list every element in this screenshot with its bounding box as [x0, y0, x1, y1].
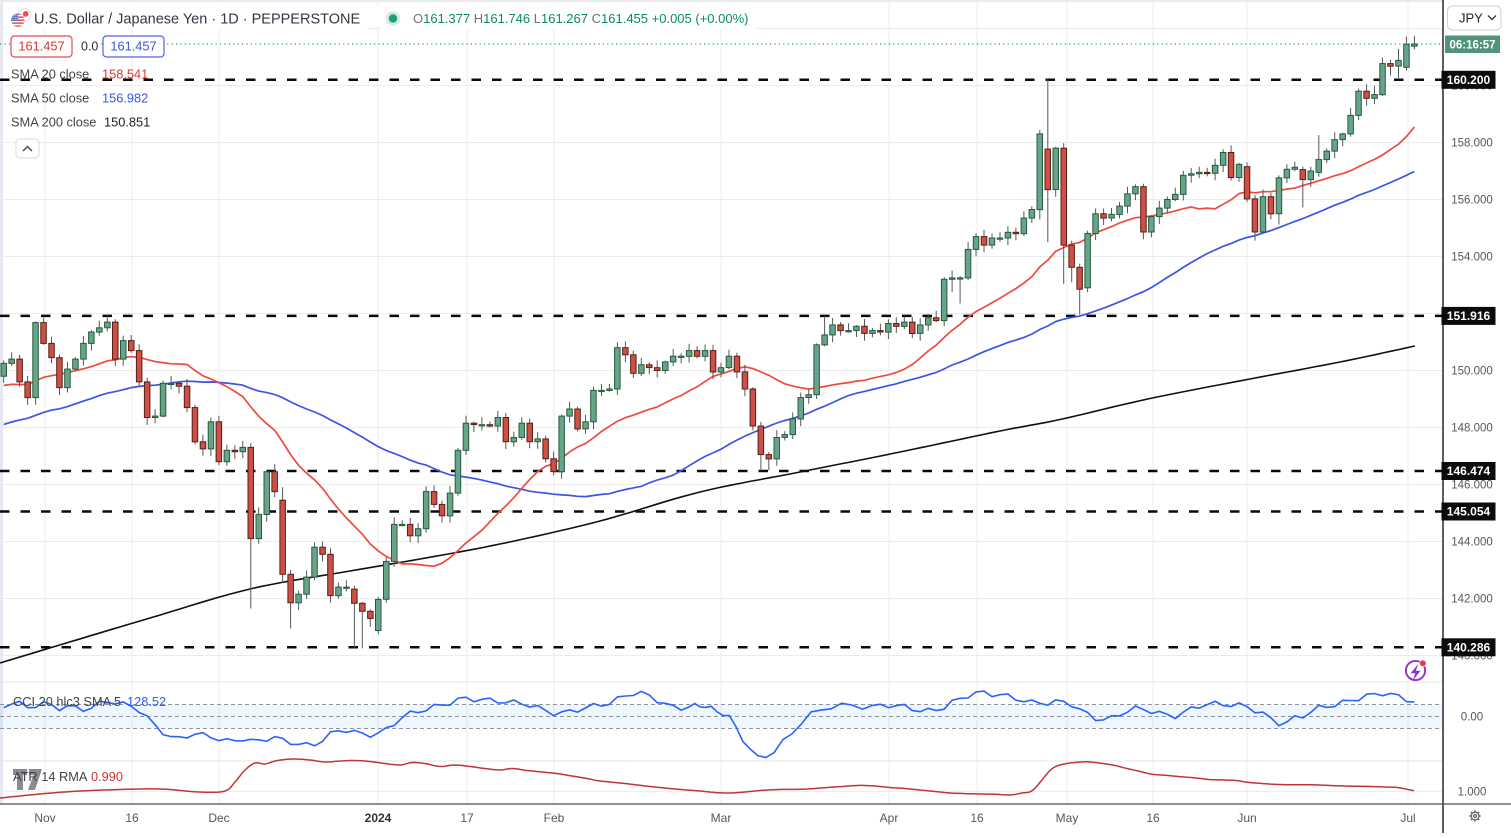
svg-text:0.0: 0.0 [81, 40, 98, 54]
svg-text:144.000: 144.000 [1451, 537, 1493, 549]
svg-text:150.851: 150.851 [104, 115, 150, 130]
svg-text:161.457: 161.457 [18, 39, 64, 54]
svg-text:Jun: Jun [1237, 811, 1256, 825]
svg-text:1.000: 1.000 [1458, 786, 1487, 798]
svg-text:Feb: Feb [544, 811, 565, 825]
svg-text:U.S. Dollar / Japanese Yen · 1: U.S. Dollar / Japanese Yen · 1D · PEPPER… [34, 12, 360, 28]
svg-text:Jul: Jul [1400, 811, 1415, 825]
svg-text:145.054: 145.054 [1447, 505, 1491, 519]
svg-text:SMA 20 close: SMA 20 close [11, 67, 89, 82]
svg-text:146.000: 146.000 [1451, 480, 1493, 492]
svg-text:156.982: 156.982 [102, 91, 148, 106]
svg-text:ATR 14 RMA: ATR 14 RMA [13, 769, 88, 784]
svg-text:16: 16 [970, 811, 984, 825]
svg-text:17: 17 [460, 811, 474, 825]
svg-text:161.457: 161.457 [110, 39, 156, 54]
svg-text:140.286: 140.286 [1447, 641, 1491, 655]
svg-text:151.916: 151.916 [1447, 309, 1491, 323]
svg-text:06:16:57: 06:16:57 [1449, 40, 1495, 52]
svg-text:160.200: 160.200 [1447, 73, 1491, 87]
svg-text:146.474: 146.474 [1447, 464, 1491, 478]
svg-text:0.00: 0.00 [1461, 712, 1483, 724]
svg-text:Dec: Dec [208, 811, 229, 825]
svg-text:JPY: JPY [1459, 11, 1483, 26]
svg-text:Mar: Mar [711, 811, 732, 825]
svg-text:16: 16 [1146, 811, 1160, 825]
svg-text:2024: 2024 [365, 811, 392, 825]
svg-text:158.541: 158.541 [102, 67, 148, 82]
svg-text:May: May [1056, 811, 1079, 825]
svg-text:128.52: 128.52 [127, 694, 166, 709]
svg-text:CCI 20 hlc3 SMA 5: CCI 20 hlc3 SMA 5 [13, 694, 121, 709]
svg-text:O161.377 H161.746 L161.267 C16: O161.377 H161.746 L161.267 C161.455 +0.0… [413, 11, 749, 26]
svg-text:Apr: Apr [880, 811, 899, 825]
svg-text:0.990: 0.990 [91, 769, 123, 784]
svg-text:158.000: 158.000 [1451, 138, 1493, 150]
svg-text:16: 16 [125, 811, 139, 825]
svg-text:Nov: Nov [34, 811, 55, 825]
svg-text:148.000: 148.000 [1451, 423, 1493, 435]
svg-text:SMA 50 close: SMA 50 close [11, 91, 89, 106]
svg-text:SMA 200 close: SMA 200 close [11, 115, 96, 130]
svg-text:150.000: 150.000 [1451, 366, 1493, 378]
svg-text:154.000: 154.000 [1451, 252, 1493, 264]
svg-text:142.000: 142.000 [1451, 594, 1493, 606]
svg-text:156.000: 156.000 [1451, 195, 1493, 207]
